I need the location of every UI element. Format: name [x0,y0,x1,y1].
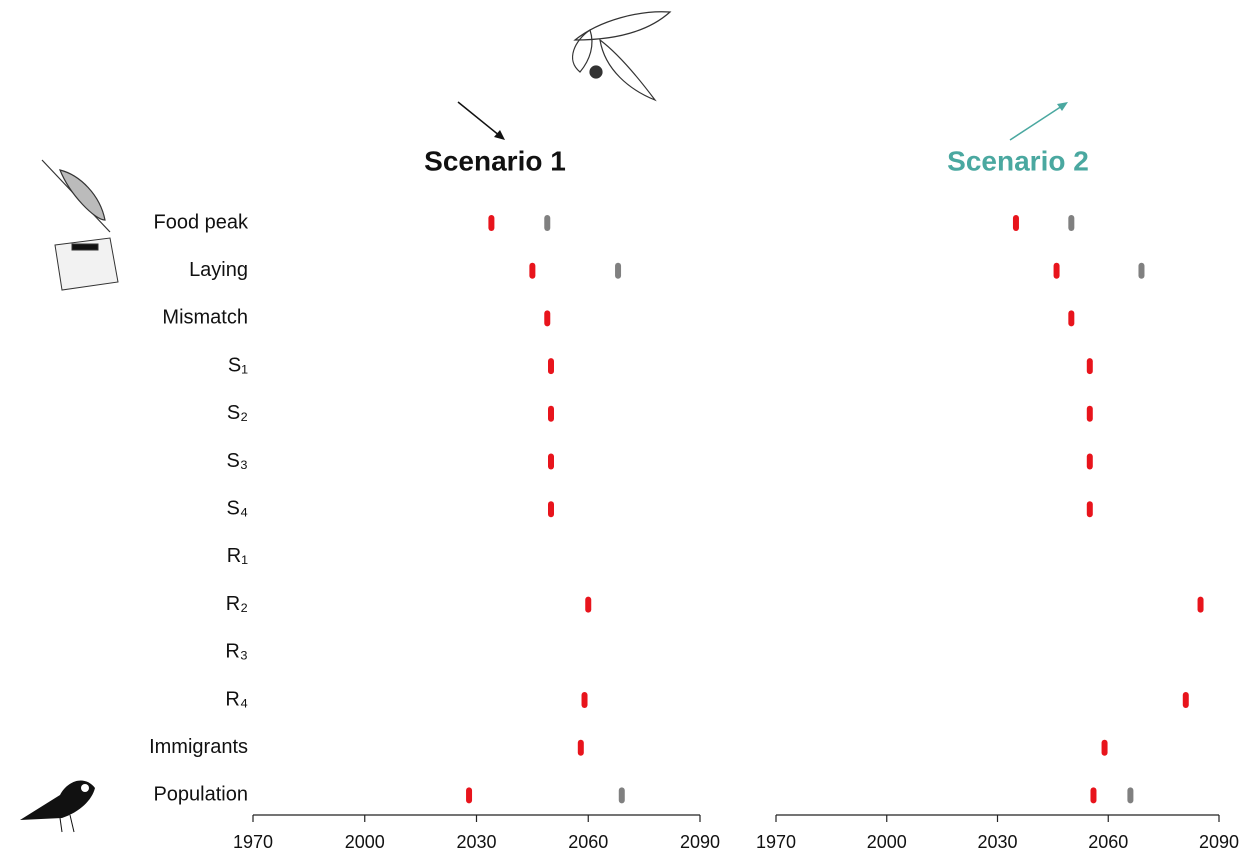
marker [466,787,472,803]
category-label: Laying [189,259,248,281]
marker [1087,358,1093,374]
arrow [458,102,1068,140]
marker [585,597,591,613]
marker [582,692,588,708]
x-tick-label: 2090 [1199,832,1239,852]
marker [488,215,494,231]
category-label: R₄ [225,688,248,710]
marker [544,310,550,326]
marker [529,263,535,279]
marker [1198,597,1204,613]
category-label: S₃ [227,450,248,472]
category-label: Immigrants [149,736,248,758]
marker [1102,740,1108,756]
marker [1090,787,1096,803]
category-label: R₂ [226,593,248,615]
category-label: Mismatch [162,307,248,329]
marker [1068,310,1074,326]
x-tick-label: 2060 [568,832,608,852]
marker [1087,406,1093,422]
marker [1068,215,1074,231]
category-label: Population [153,784,248,806]
marker [548,501,554,517]
x-tick-label: 1970 [756,832,796,852]
marker [1054,263,1060,279]
bird-illustration [20,781,95,832]
x-tick-label: 2090 [680,832,720,852]
marker [1087,454,1093,470]
x-tick-label: 2000 [345,832,385,852]
category-label: S₄ [226,497,248,519]
x-tick-label: 2060 [1088,832,1128,852]
leaf-illustration [573,12,670,100]
marker [615,263,621,279]
marker [1183,692,1189,708]
marker [1127,787,1133,803]
x-tick-label: 2000 [867,832,907,852]
panel-title: Scenario 1 [424,145,566,176]
caterpillar-illustration [42,160,110,232]
panel-title: Scenario 2 [947,145,1089,176]
marker [548,358,554,374]
category-label: Food peak [153,211,249,233]
chart: Food peak Laying Mismatch S₁ S₂ S₃ S₄ R₁ R₂ R₃ R₄ I… [0,0,1257,861]
marker [1138,263,1144,279]
category-label: S₁ [228,354,248,376]
x-tick-label: 2030 [456,832,496,852]
marker [1087,501,1093,517]
marker [619,787,625,803]
category-label: R₁ [227,545,248,567]
category-label: S₂ [227,402,248,424]
marker [544,215,550,231]
x-tick-label: 1970 [233,832,273,852]
x-tick-label: 2030 [977,832,1017,852]
marker [548,454,554,470]
marker [578,740,584,756]
calendar-illustration [55,238,118,290]
marker [1013,215,1019,231]
category-label: R₃ [225,641,248,663]
marker [548,406,554,422]
